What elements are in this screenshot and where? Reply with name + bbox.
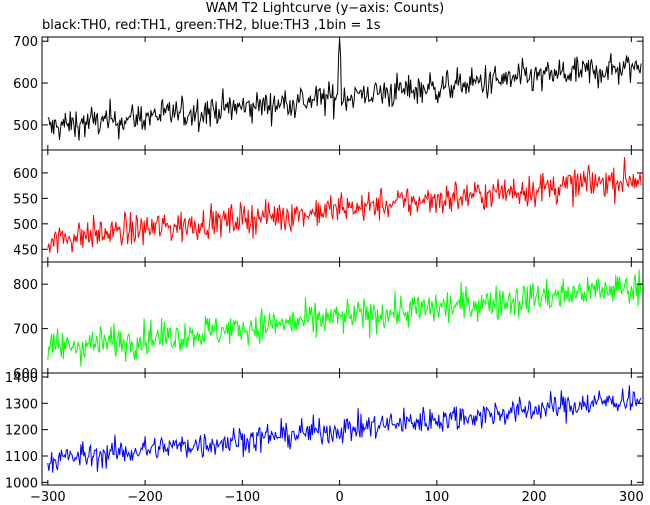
x-tick-label-3: 0 xyxy=(335,490,343,505)
y-tick-label-3-1: 1100 xyxy=(5,450,38,465)
y-tick-label-3-0: 1000 xyxy=(5,476,38,491)
chart-subtitle: black:TH0, red:TH1, green:TH2, blue:TH3 … xyxy=(42,18,381,33)
x-tick-label-2: −100 xyxy=(224,490,260,505)
x-tick-label-6: 300 xyxy=(619,490,644,505)
y-tick-label-0-2: 700 xyxy=(13,35,38,50)
x-tick-label-5: 200 xyxy=(522,490,547,505)
chart-title: WAM T2 Lightcurve (y−axis: Counts) xyxy=(205,1,445,16)
series-line-th3 xyxy=(47,385,642,473)
y-tick-label-0-1: 600 xyxy=(13,77,38,92)
panel-frame-0 xyxy=(41,36,644,151)
x-tick-label-1: −200 xyxy=(127,490,163,505)
series-line-th1 xyxy=(47,157,642,254)
y-tick-label-2-1: 700 xyxy=(13,323,38,338)
y-tick-label-1-3: 600 xyxy=(13,167,38,182)
x-tick-label-4: 100 xyxy=(424,490,449,505)
y-tick-label-1-0: 450 xyxy=(13,243,38,258)
y-tick-label-3-4: 1400 xyxy=(5,371,38,386)
y-tick-label-3-3: 1300 xyxy=(5,397,38,412)
series-line-th0 xyxy=(47,39,642,141)
y-tick-label-1-1: 500 xyxy=(13,218,38,233)
y-tick-label-3-2: 1200 xyxy=(5,424,38,439)
panel-frame-3 xyxy=(41,372,644,486)
y-tick-label-2-0: 600 xyxy=(13,367,38,382)
y-tick-label-2-2: 800 xyxy=(13,278,38,293)
series-line-th2 xyxy=(47,269,642,367)
y-tick-label-0-0: 500 xyxy=(13,119,38,134)
y-tick-label-1-2: 550 xyxy=(13,192,38,207)
x-tick-label-0: −300 xyxy=(30,490,66,505)
